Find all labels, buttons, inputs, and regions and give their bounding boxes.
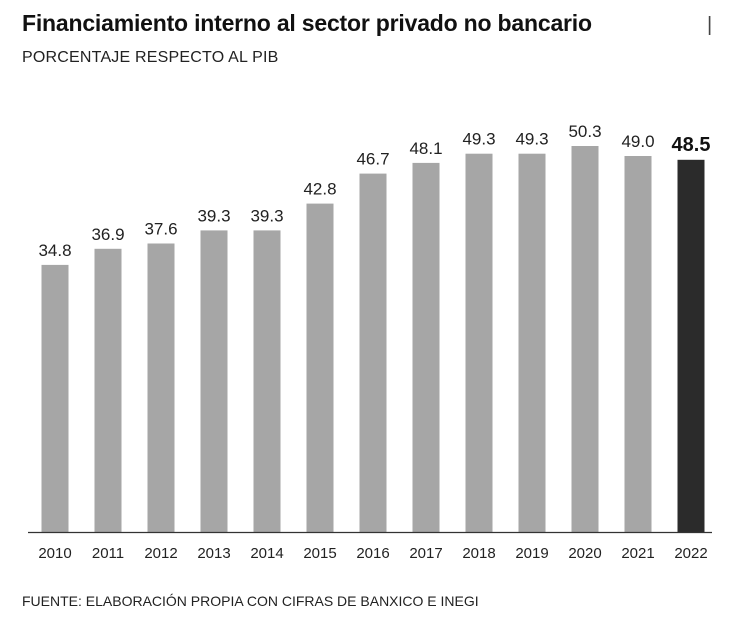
x-tick-2016: 2016 xyxy=(356,545,389,562)
bar-2016 xyxy=(359,173,387,532)
value-label-2020: 50.3 xyxy=(568,122,601,141)
x-tick-2019: 2019 xyxy=(515,545,548,562)
bar-2013 xyxy=(200,230,228,532)
x-tick-2020: 2020 xyxy=(568,545,601,562)
x-tick-2013: 2013 xyxy=(197,545,230,562)
value-label-2012: 37.6 xyxy=(144,220,177,239)
value-label-2021: 49.0 xyxy=(621,132,654,151)
value-labels-group: 34.8 36.9 37.6 39.3 39.3 42.8 46.7 48.1 49.3 49.3… xyxy=(38,122,710,260)
x-tick-2017: 2017 xyxy=(409,545,442,562)
bar-2019 xyxy=(518,153,546,532)
bar-2022 xyxy=(677,159,705,533)
x-axis-ticks-group: 2010 2011 2012 2013 2014 2015 2016 2017 2018 2019… xyxy=(38,545,707,562)
x-tick-2021: 2021 xyxy=(621,545,654,562)
value-label-2018: 49.3 xyxy=(462,130,495,149)
title-separator: | xyxy=(707,14,713,36)
x-tick-2022: 2022 xyxy=(674,545,707,562)
bar-2012 xyxy=(147,243,175,532)
bar-2017 xyxy=(412,162,440,532)
bar-2018 xyxy=(465,153,493,532)
bars-group xyxy=(41,146,705,533)
x-tick-2011: 2011 xyxy=(92,545,124,562)
x-tick-2012: 2012 xyxy=(144,545,177,562)
value-label-2019: 49.3 xyxy=(515,130,548,149)
value-label-2014: 39.3 xyxy=(250,206,283,225)
x-tick-2018: 2018 xyxy=(462,545,495,562)
x-tick-2015: 2015 xyxy=(303,545,336,562)
value-label-2013: 39.3 xyxy=(197,206,230,225)
value-label-2022: 48.5 xyxy=(672,134,711,156)
x-tick-2014: 2014 xyxy=(250,545,283,562)
value-label-2015: 42.8 xyxy=(303,180,336,199)
bar-2011 xyxy=(94,248,122,533)
value-label-2011: 36.9 xyxy=(91,225,124,244)
bar-2010 xyxy=(41,264,69,532)
bar-2020 xyxy=(571,146,599,532)
bar-2021 xyxy=(624,156,652,532)
value-label-2010: 34.8 xyxy=(38,241,71,260)
bar-2015 xyxy=(306,203,334,532)
chart-subtitle: PORCENTAJE RESPECTO AL PIB xyxy=(22,49,279,66)
source-note: FUENTE: ELABORACIÓN PROPIA CON CIFRAS DE… xyxy=(22,593,479,609)
chart-title: Financiamiento interno al sector privado… xyxy=(22,10,592,36)
bar-2014 xyxy=(253,230,281,532)
value-label-2017: 48.1 xyxy=(409,139,442,158)
value-label-2016: 46.7 xyxy=(356,150,389,169)
x-tick-2010: 2010 xyxy=(38,545,71,562)
